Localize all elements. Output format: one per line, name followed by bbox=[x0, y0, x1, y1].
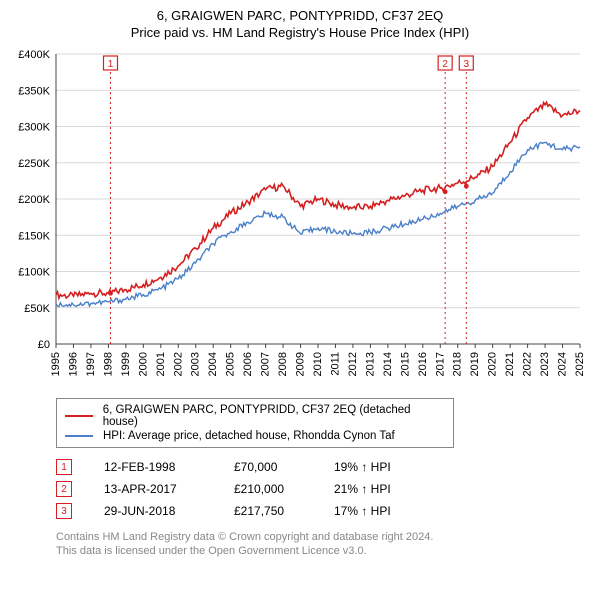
marker-badge: 3 bbox=[56, 503, 72, 519]
marker-badge: 2 bbox=[56, 481, 72, 497]
marker-date: 13-APR-2017 bbox=[104, 482, 234, 496]
svg-text:1998: 1998 bbox=[102, 352, 114, 376]
svg-text:2: 2 bbox=[442, 59, 448, 70]
marker-table: 1 12-FEB-1998 £70,000 19% ↑ HPI 2 13-APR… bbox=[56, 456, 590, 522]
marker-date: 12-FEB-1998 bbox=[104, 460, 234, 474]
chart-container: 6, GRAIGWEN PARC, PONTYPRIDD, CF37 2EQ P… bbox=[0, 0, 600, 569]
svg-text:2001: 2001 bbox=[155, 352, 167, 376]
marker-pct: 19% ↑ HPI bbox=[334, 460, 454, 474]
svg-text:2000: 2000 bbox=[137, 352, 149, 376]
svg-text:£350K: £350K bbox=[18, 85, 50, 97]
svg-text:2025: 2025 bbox=[574, 352, 586, 376]
svg-text:2008: 2008 bbox=[277, 352, 289, 376]
footer-line: Contains HM Land Registry data © Crown c… bbox=[56, 530, 590, 544]
chart-svg: £0 £50K £100K £150K £200K £250K £300K £350K £400… bbox=[10, 48, 590, 388]
svg-text:£0: £0 bbox=[38, 339, 50, 351]
svg-text:2019: 2019 bbox=[469, 352, 481, 376]
svg-text:1995: 1995 bbox=[50, 352, 62, 376]
svg-text:1996: 1996 bbox=[67, 352, 79, 376]
marker-price: £217,750 bbox=[234, 504, 334, 518]
footer-line: This data is licensed under the Open Gov… bbox=[56, 544, 590, 558]
legend-item: 6, GRAIGWEN PARC, PONTYPRIDD, CF37 2EQ (… bbox=[65, 403, 445, 429]
svg-text:2003: 2003 bbox=[190, 352, 202, 376]
svg-text:3: 3 bbox=[464, 59, 470, 70]
legend-label: HPI: Average price, detached house, Rhon… bbox=[103, 430, 395, 442]
chart-plot: £0 £50K £100K £150K £200K £250K £300K £350K £400… bbox=[10, 48, 590, 388]
svg-text:2016: 2016 bbox=[417, 352, 429, 376]
svg-text:2017: 2017 bbox=[434, 352, 446, 376]
svg-text:2020: 2020 bbox=[487, 352, 499, 376]
svg-text:2010: 2010 bbox=[312, 352, 324, 376]
svg-text:2013: 2013 bbox=[364, 352, 376, 376]
legend-label: 6, GRAIGWEN PARC, PONTYPRIDD, CF37 2EQ (… bbox=[103, 404, 445, 428]
marker-pct: 21% ↑ HPI bbox=[334, 482, 454, 496]
marker-row: 1 12-FEB-1998 £70,000 19% ↑ HPI bbox=[56, 456, 590, 478]
svg-text:2014: 2014 bbox=[382, 352, 394, 376]
svg-text:2024: 2024 bbox=[557, 352, 569, 376]
svg-text:£300K: £300K bbox=[18, 122, 50, 134]
svg-text:2023: 2023 bbox=[539, 352, 551, 376]
marker-price: £210,000 bbox=[234, 482, 334, 496]
chart-title: 6, GRAIGWEN PARC, PONTYPRIDD, CF37 2EQ bbox=[10, 8, 590, 23]
footer: Contains HM Land Registry data © Crown c… bbox=[56, 530, 590, 559]
svg-text:2005: 2005 bbox=[225, 352, 237, 376]
svg-text:£200K: £200K bbox=[18, 194, 50, 206]
svg-text:2011: 2011 bbox=[329, 352, 341, 376]
svg-text:2022: 2022 bbox=[522, 352, 534, 376]
svg-text:1997: 1997 bbox=[85, 352, 97, 376]
marker-date: 29-JUN-2018 bbox=[104, 504, 234, 518]
svg-text:£50K: £50K bbox=[24, 303, 50, 315]
svg-text:2012: 2012 bbox=[347, 352, 359, 376]
svg-text:2002: 2002 bbox=[172, 352, 184, 376]
svg-text:2018: 2018 bbox=[452, 352, 464, 376]
marker-row: 3 29-JUN-2018 £217,750 17% ↑ HPI bbox=[56, 500, 590, 522]
svg-text:2015: 2015 bbox=[399, 352, 411, 376]
chart-subtitle: Price paid vs. HM Land Registry's House … bbox=[10, 25, 590, 40]
svg-text:£100K: £100K bbox=[18, 267, 50, 279]
svg-text:2006: 2006 bbox=[242, 352, 254, 376]
svg-text:1: 1 bbox=[108, 59, 114, 70]
marker-row: 2 13-APR-2017 £210,000 21% ↑ HPI bbox=[56, 478, 590, 500]
svg-text:£250K: £250K bbox=[18, 158, 50, 170]
marker-pct: 17% ↑ HPI bbox=[334, 504, 454, 518]
legend: 6, GRAIGWEN PARC, PONTYPRIDD, CF37 2EQ (… bbox=[56, 398, 454, 448]
svg-text:2007: 2007 bbox=[260, 352, 272, 376]
svg-text:2004: 2004 bbox=[207, 352, 219, 376]
svg-text:£150K: £150K bbox=[18, 230, 50, 242]
legend-swatch bbox=[65, 435, 93, 437]
legend-swatch bbox=[65, 415, 93, 417]
marker-badge: 1 bbox=[56, 459, 72, 475]
marker-price: £70,000 bbox=[234, 460, 334, 474]
svg-text:£400K: £400K bbox=[18, 49, 50, 61]
legend-item: HPI: Average price, detached house, Rhon… bbox=[65, 429, 445, 443]
svg-text:1999: 1999 bbox=[120, 352, 132, 376]
svg-text:2009: 2009 bbox=[295, 352, 307, 376]
svg-text:2021: 2021 bbox=[504, 352, 516, 376]
